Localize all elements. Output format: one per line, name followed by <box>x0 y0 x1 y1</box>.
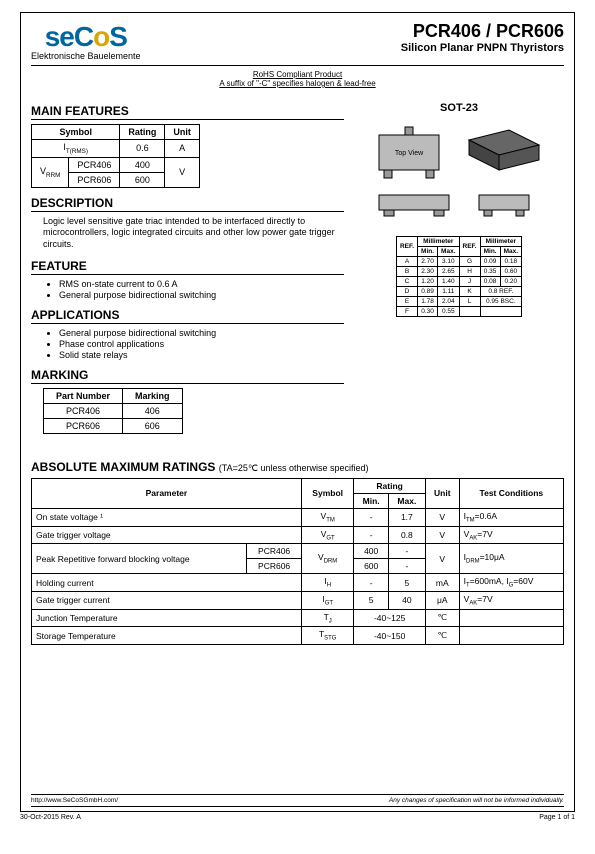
bottom-bar: 30-Oct-2015 Rev. A Page 1 of 1 <box>20 814 575 821</box>
dim-max1: Max. <box>438 247 459 257</box>
part-subtitle: Silicon Planar PNPN Thyristors <box>401 42 564 54</box>
abs-ratings-table: Parameter Symbol Rating Unit Test Condit… <box>31 478 564 645</box>
svg-text:Top View: Top View <box>395 150 424 157</box>
footer-note: Any changes of specification will not be… <box>389 797 564 804</box>
application-item: General purpose bidirectional switching <box>59 328 344 338</box>
abs-h-sym: Symbol <box>301 478 354 508</box>
abs-ratings-heading: ABSOLUTE MAXIMUM RATINGS (TA=25℃ unless … <box>31 460 564 474</box>
dim-max2: Max. <box>500 247 521 257</box>
footer-url: http://www.SeCoSGmbH.com/ <box>31 797 118 804</box>
abs-h-min: Min. <box>354 493 388 508</box>
package-drawing: Top View <box>359 120 559 230</box>
abs-h-rating: Rating <box>354 478 425 493</box>
mk-11: 606 <box>123 418 183 433</box>
logo-area: seCoS Elektronische Bauelemente <box>31 21 141 61</box>
marking-table: Part Number Marking PCR406 406 PCR606 60… <box>43 388 183 434</box>
main-features-heading: MAIN FEATURES <box>31 104 344 120</box>
logo-subtitle: Elektronische Bauelemente <box>31 51 141 61</box>
mf-h-symbol: Symbol <box>32 125 120 140</box>
mf-sym0: IT(RMS) <box>32 140 120 158</box>
package-title: SOT-23 <box>354 102 564 114</box>
left-column: MAIN FEATURES Symbol Rating Unit IT(RMS)… <box>31 96 344 440</box>
application-item: Solid state relays <box>59 350 344 360</box>
content: MAIN FEATURES Symbol Rating Unit IT(RMS)… <box>31 96 564 440</box>
part-title: PCR406 / PCR606 <box>401 21 564 42</box>
abs-h-max: Max. <box>388 493 425 508</box>
page-frame: seCoS Elektronische Bauelemente PCR406 /… <box>20 12 575 812</box>
main-features-table: Symbol Rating Unit IT(RMS) 0.6 A VRRM PC… <box>31 124 200 188</box>
dimensions-table: REF. Millimeter REF. Millimeter Min. Max… <box>396 236 522 317</box>
description-heading: DESCRIPTION <box>31 196 344 212</box>
footer-date: 30-Oct-2015 Rev. A <box>20 814 81 821</box>
mf-rating0: 0.6 <box>120 140 165 158</box>
marking-heading: MARKING <box>31 368 344 384</box>
mk-h0: Part Number <box>44 388 123 403</box>
mf-rating1b: 600 <box>120 172 165 187</box>
mf-unit0: A <box>165 140 200 158</box>
dim-mm2: Millimeter <box>480 237 521 247</box>
description-text: Logic level sensitive gate triac intende… <box>43 216 344 251</box>
dim-min2: Min. <box>480 247 500 257</box>
applications-list: General purpose bidirectional switching … <box>47 328 344 360</box>
dim-ref1: REF. <box>396 237 417 257</box>
mk-01: 406 <box>123 403 183 418</box>
mf-sym1: VRRM <box>32 157 69 187</box>
abs-h-unit: Unit <box>425 478 459 508</box>
feature-item: RMS on-state current to 0.6 A <box>59 279 344 289</box>
abs-h-param: Parameter <box>32 478 302 508</box>
feature-heading: FEATURE <box>31 259 344 275</box>
mk-10: PCR606 <box>44 418 123 433</box>
rohs-line1: RoHS Compliant Product <box>31 70 564 79</box>
mf-h-unit: Unit <box>165 125 200 140</box>
footer: http://www.SeCoSGmbH.com/ Any changes of… <box>31 794 564 807</box>
feature-list: RMS on-state current to 0.6 A General pu… <box>47 279 344 300</box>
dim-mm1: Millimeter <box>418 237 459 247</box>
right-column: SOT-23 Top View <box>354 96 564 440</box>
mk-00: PCR406 <box>44 403 123 418</box>
abs-h-cond: Test Conditions <box>459 478 563 508</box>
logo-text: seCoS <box>45 21 127 53</box>
mf-sub1: PCR406 <box>69 157 120 172</box>
application-item: Phase control applications <box>59 339 344 349</box>
mf-sub2: PCR606 <box>69 172 120 187</box>
dim-ref2: REF. <box>459 237 480 257</box>
abs-cond: (TA=25℃ unless otherwise specified) <box>219 463 369 473</box>
header: seCoS Elektronische Bauelemente PCR406 /… <box>31 13 564 66</box>
rohs-line2: A suffix of "-C" specifies halogen & lea… <box>31 79 564 88</box>
mf-rating1a: 400 <box>120 157 165 172</box>
feature-item: General purpose bidirectional switching <box>59 290 344 300</box>
applications-heading: APPLICATIONS <box>31 308 344 324</box>
title-area: PCR406 / PCR606 Silicon Planar PNPN Thyr… <box>401 21 564 54</box>
mf-h-rating: Rating <box>120 125 165 140</box>
footer-page: Page 1 of 1 <box>539 814 575 821</box>
rohs-note: RoHS Compliant Product A suffix of "-C" … <box>31 70 564 88</box>
dim-min1: Min. <box>418 247 438 257</box>
mf-unit1: V <box>165 157 200 187</box>
mk-h1: Marking <box>123 388 183 403</box>
